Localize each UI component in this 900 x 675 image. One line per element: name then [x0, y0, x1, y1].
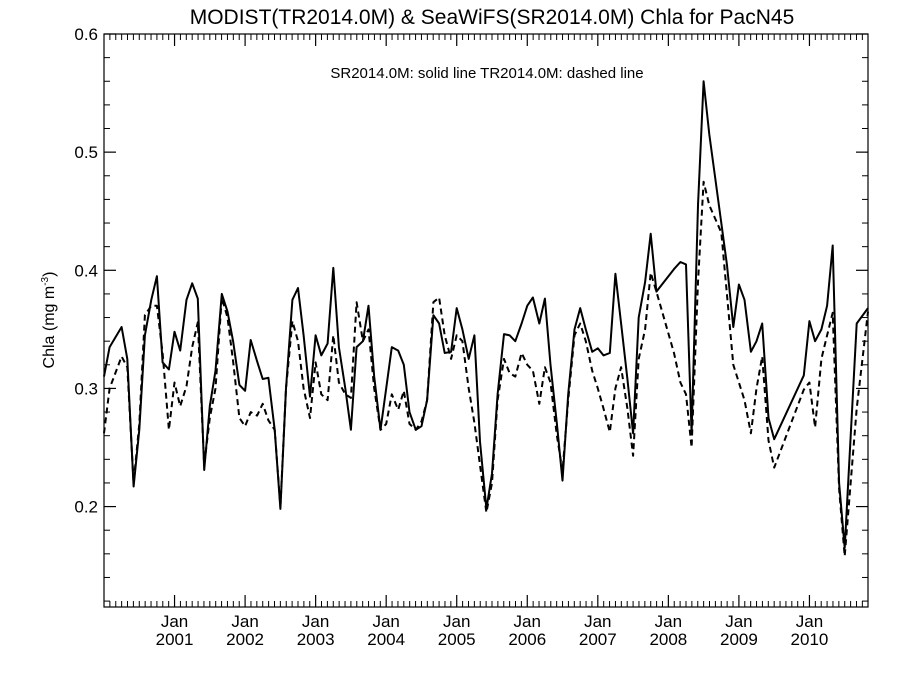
- x-tick-label-year: 2002: [226, 630, 264, 649]
- y-tick-label: 0.5: [74, 143, 98, 162]
- x-tick-label-year: 2003: [297, 630, 335, 649]
- y-axis-label-superscript: -3: [40, 276, 51, 285]
- x-tick-label-year: 2008: [649, 630, 687, 649]
- y-tick-label: 0.3: [74, 379, 98, 398]
- x-tick-label-month: Jan: [796, 612, 823, 631]
- y-tick-label: 0.6: [74, 25, 98, 44]
- series-line-tr2014-0m: [103, 180, 869, 558]
- minor-ticks: [104, 34, 868, 607]
- x-tick-label-year: 2004: [367, 630, 405, 649]
- y-axis-label: Chla (mg m-3): [40, 272, 58, 369]
- x-tick-label-year: 2007: [579, 630, 617, 649]
- chart-title: MODIST(TR2014.0M) & SeaWiFS(SR2014.0M) C…: [190, 6, 795, 29]
- x-tick-label-month: Jan: [443, 612, 470, 631]
- x-tick-label-month: Jan: [514, 612, 541, 631]
- x-tick-label-year: 2001: [156, 630, 194, 649]
- y-axis-label-close: ): [41, 272, 58, 277]
- y-tick-label: 0.4: [74, 261, 98, 280]
- x-tick-label-month: Jan: [302, 612, 329, 631]
- y-tick-label: 0.2: [74, 498, 98, 517]
- x-tick-label-month: Jan: [584, 612, 611, 631]
- x-tick-label-month: Jan: [372, 612, 399, 631]
- series-group: [103, 80, 869, 558]
- y-axis-label-main: Chla (mg m: [41, 286, 58, 369]
- x-tick-label-year: 2010: [791, 630, 829, 649]
- x-tick-label-month: Jan: [231, 612, 258, 631]
- x-tick-label-year: 2005: [438, 630, 476, 649]
- x-tick-label-month: Jan: [161, 612, 188, 631]
- x-tick-label-year: 2006: [508, 630, 546, 649]
- x-axis: Jan2001Jan2002Jan2003Jan2004Jan2005Jan20…: [156, 34, 829, 649]
- x-tick-label-month: Jan: [725, 612, 752, 631]
- y-axis: 0.2 0.3 0.4 0.5 0.6: [74, 25, 868, 517]
- x-tick-label-month: Jan: [655, 612, 682, 631]
- legend-annotation: SR2014.0M: solid line TR2014.0M: dashed …: [330, 65, 643, 82]
- x-tick-label-year: 2009: [720, 630, 758, 649]
- plot-frame: [103, 33, 869, 608]
- series-line-sr2014-0m: [103, 80, 869, 549]
